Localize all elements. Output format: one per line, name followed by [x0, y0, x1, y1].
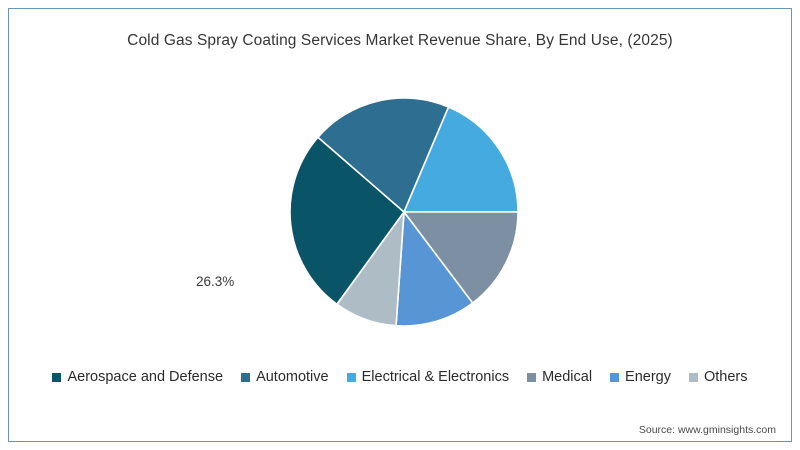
chart-legend: Aerospace and Defense Automotive Electrica… — [0, 370, 800, 385]
pie-slice-group — [289, 97, 519, 327]
legend-item[interactable]: Energy — [610, 370, 671, 385]
legend-item[interactable]: Aerospace and Defense — [52, 370, 223, 385]
slice-percent-label-aerospace: 26.3% — [196, 274, 235, 289]
legend-swatch-icon — [52, 372, 62, 382]
legend-item-label: Energy — [625, 369, 671, 385]
legend-item[interactable]: Others — [689, 370, 748, 385]
pie-slice[interactable] — [403, 211, 519, 304]
legend-swatch-icon — [346, 372, 356, 382]
legend-item-label: Others — [704, 369, 748, 385]
pie-slice[interactable] — [395, 211, 474, 327]
legend-item[interactable]: Electrical & Electronics — [346, 369, 510, 385]
source-attribution: Source: www.gminsights.com — [638, 424, 776, 436]
legend-item-label: Medical — [542, 369, 593, 385]
pie-slice[interactable] — [336, 211, 405, 327]
pie-slice[interactable] — [289, 136, 405, 306]
pie-chart-svg — [289, 97, 519, 327]
legend-swatch-icon — [610, 372, 620, 382]
legend-swatch-icon — [527, 372, 537, 382]
legend-item-label: Automotive — [256, 369, 329, 385]
legend-swatch-icon — [241, 372, 251, 382]
pie-slice[interactable] — [403, 106, 519, 213]
legend-item[interactable]: Medical — [527, 370, 592, 385]
legend-item[interactable]: Automotive — [241, 370, 329, 385]
legend-item-label: Electrical & Electronics — [361, 369, 510, 385]
legend-swatch-icon — [689, 372, 698, 382]
page-title: Cold Gas Spray Coating Services Market R… — [127, 32, 673, 49]
legend-item-label: Aerospace and Defense — [67, 369, 224, 385]
pie-chart-area: 26.3% — [0, 96, 800, 346]
